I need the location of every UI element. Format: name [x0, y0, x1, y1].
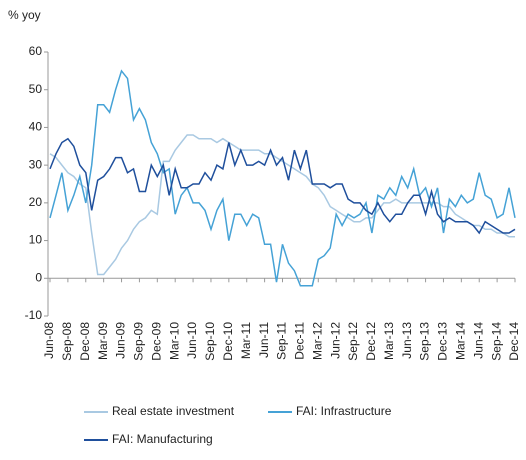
x-tick-label: Dec-11: [293, 322, 307, 360]
y-tick-label: 40: [29, 120, 43, 134]
x-tick-label: Jun-11: [257, 322, 271, 358]
x-tick-label: Dec-10: [221, 322, 235, 361]
x-tick-label: Dec-13: [436, 322, 450, 361]
x-tick-label: Dec-08: [78, 322, 92, 361]
y-tick-label: -10: [25, 308, 43, 322]
x-tick-label: Sep-11: [275, 322, 289, 360]
x-tick-label: Jun-14: [471, 322, 485, 359]
x-tick-label: Jun-13: [400, 322, 414, 359]
series-line: [49, 137, 516, 235]
x-tick-label: Sep-14: [489, 322, 503, 361]
series-line: [49, 69, 516, 287]
x-tick-label: Mar-09: [96, 322, 110, 360]
y-tick-label: 10: [29, 233, 43, 247]
legend-label: FAI: Manufacturing: [112, 432, 213, 446]
x-tick-label: Mar-12: [310, 322, 324, 360]
x-tick-label: Dec-14: [507, 322, 521, 361]
x-tick-label: Dec-09: [149, 322, 163, 361]
x-tick-label: Mar-10: [167, 322, 181, 360]
x-tick-label: Dec-12: [364, 322, 378, 361]
x-tick-label: Mar-13: [382, 322, 396, 360]
x-tick-label: Sep-13: [418, 322, 432, 361]
x-tick-label: Jun-09: [114, 322, 128, 359]
y-tick-label: 20: [29, 195, 43, 209]
x-tick-label: Sep-12: [346, 322, 360, 361]
y-axis-label: % yoy: [8, 8, 41, 22]
x-tick-label: Jun-08: [42, 322, 56, 359]
x-tick-label: Jun-12: [328, 322, 342, 359]
y-tick-label: 30: [29, 157, 43, 171]
x-tick-label: Sep-09: [132, 322, 146, 361]
legend-label: Real estate investment: [112, 404, 235, 418]
x-tick-label: Sep-08: [60, 322, 74, 361]
y-tick-label: 50: [29, 82, 43, 96]
x-tick-label: Sep-10: [203, 322, 217, 361]
legend-label: FAI: Infrastructure: [296, 404, 392, 418]
x-tick-label: Mar-14: [454, 322, 468, 360]
y-tick-label: 60: [29, 44, 43, 58]
x-tick-label: Jun-10: [185, 322, 199, 359]
x-tick-label: Mar-11: [239, 322, 253, 359]
series-line: [49, 134, 515, 276]
y-tick-label: 0: [35, 270, 42, 284]
